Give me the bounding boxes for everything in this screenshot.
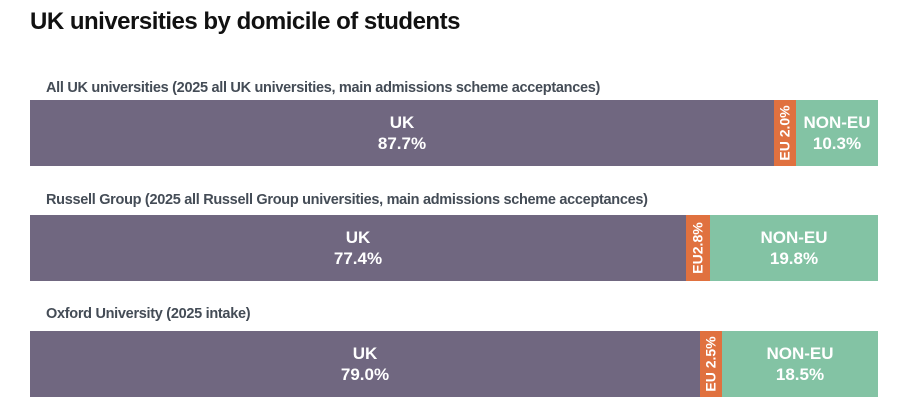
- data-label: UK 77.4%: [334, 227, 382, 269]
- data-label-value: 79.0%: [340, 365, 390, 384]
- data-label-value: 2.5%: [703, 336, 720, 369]
- bar-segment-eu: EU 2.5%: [700, 331, 722, 397]
- data-label: NON-EU 10.3%: [803, 112, 870, 154]
- data-label-value: 10.3%: [812, 134, 862, 153]
- bar-segment-uk: UK 79.0%: [30, 331, 700, 397]
- chart-title: UK universities by domicile of students: [30, 8, 460, 35]
- bar-segment-uk: UK 87.7%: [30, 100, 774, 166]
- data-label-value: 77.4%: [333, 249, 383, 268]
- data-label-value: 19.8%: [769, 249, 819, 268]
- data-label: EU2.8%: [690, 222, 706, 274]
- bar-segment-eu: EU2.8%: [686, 215, 710, 281]
- bar-segment-non-eu: NON-EU 18.5%: [722, 331, 878, 397]
- data-label-series: UK: [345, 228, 371, 247]
- data-label: EU 2.5%: [703, 336, 720, 392]
- bar-segment-non-eu: NON-EU 19.8%: [710, 215, 878, 281]
- row-label: Oxford University (2025 intake): [46, 306, 251, 322]
- data-label-series: NON-EU: [766, 344, 834, 363]
- data-label-series: NON-EU: [803, 113, 871, 132]
- data-label-series: UK: [352, 344, 378, 363]
- bar-segment-eu: EU 2.0%: [774, 100, 796, 166]
- data-label-value: 87.7%: [377, 134, 427, 153]
- data-label-value: 2.0%: [777, 105, 794, 138]
- data-label: NON-EU 19.8%: [760, 227, 827, 269]
- bar-segment-uk: UK 77.4%: [30, 215, 686, 281]
- data-label-value: 2.8%: [690, 222, 706, 255]
- data-label: UK 79.0%: [341, 343, 389, 385]
- data-label-value: 18.5%: [775, 365, 825, 384]
- data-label-series: UK: [389, 113, 415, 132]
- data-label: UK 87.7%: [378, 112, 426, 154]
- stacked-bar: UK 87.7% EU 2.0% NON-EU 10.3%: [30, 100, 878, 166]
- row-label: All UK universities (2025 all UK univers…: [46, 80, 601, 96]
- stacked-bar: UK 77.4% EU2.8% NON-EU 19.8%: [30, 215, 878, 281]
- bar-segment-non-eu: NON-EU 10.3%: [796, 100, 878, 166]
- data-label-series: EU: [703, 368, 720, 392]
- data-label: NON-EU 18.5%: [766, 343, 833, 385]
- stacked-bar: UK 79.0% EU 2.5% NON-EU 18.5%: [30, 331, 878, 397]
- data-label: EU 2.0%: [777, 105, 794, 161]
- data-label-series: EU: [690, 254, 706, 274]
- data-label-series: NON-EU: [760, 228, 828, 247]
- data-label-series: EU: [777, 137, 794, 161]
- row-label: Russell Group (2025 all Russell Group un…: [46, 192, 648, 208]
